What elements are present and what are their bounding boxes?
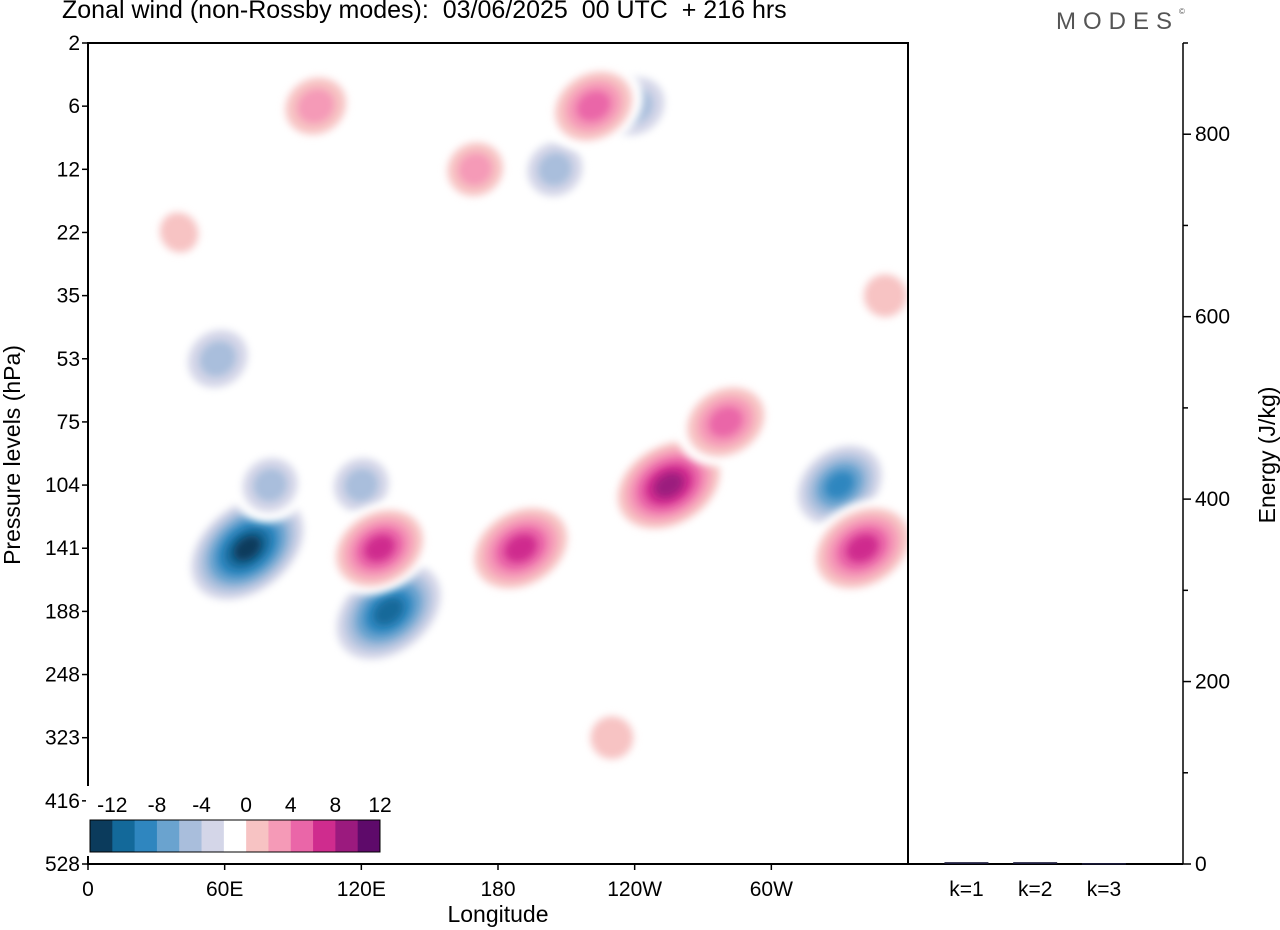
x-tick-label: 120E	[337, 878, 386, 901]
y-tick-label: 53	[57, 348, 80, 371]
energy-tick-label: 600	[1195, 306, 1230, 329]
y-tick-label: 416	[45, 790, 80, 813]
colorbar-swatch	[313, 820, 336, 852]
contour-band	[344, 468, 379, 502]
energy-category-label: k=2	[1018, 878, 1052, 901]
contour-band	[233, 535, 262, 561]
contour-band	[825, 471, 855, 499]
wind-anomaly-positive-11	[326, 501, 433, 595]
wind-anomaly-positive-12	[464, 499, 578, 598]
y-tick-label: 141	[45, 537, 80, 560]
logo-mark: ©	[1179, 7, 1185, 16]
x-tick-label: 180	[480, 878, 515, 901]
energy-tick-label: 200	[1195, 671, 1230, 694]
colorbar-swatch	[357, 820, 381, 852]
colorbar-swatch	[335, 820, 359, 852]
contour-band	[538, 152, 572, 186]
colorbar-label: -4	[192, 794, 211, 817]
y-tick-label: 323	[45, 727, 80, 750]
energy-category-label: k=3	[1087, 878, 1121, 901]
colorbar-label: 8	[330, 794, 342, 817]
wind-anomaly-negative-3	[176, 318, 260, 399]
wind-anomaly-negative-7	[232, 447, 309, 523]
energy-bar	[1013, 862, 1058, 864]
y-tick-label: 2	[68, 32, 80, 55]
y-tick-label: 188	[45, 600, 80, 623]
wind-anomaly-positive-16	[147, 199, 211, 266]
wind-anomaly-positive-9	[676, 377, 775, 466]
wind-anomaly-positive-13	[544, 62, 643, 151]
energy-bar	[944, 862, 989, 864]
wind-anomaly-positive-17	[577, 702, 647, 773]
colorbar-frame	[89, 819, 381, 853]
colorbar-label: 4	[285, 794, 297, 817]
colorbar-swatch	[223, 820, 247, 852]
heatmap-field	[147, 62, 908, 773]
contour-band	[590, 716, 634, 760]
energy-tick-label: 800	[1195, 123, 1230, 146]
wind-anomaly-positive-8	[608, 433, 730, 537]
colorbar-swatch	[246, 820, 269, 852]
contour-band	[373, 597, 404, 626]
contour-band	[458, 152, 493, 186]
colorbar-swatch	[290, 820, 314, 852]
colorbar-label: 12	[368, 794, 391, 817]
x-tick-label: 0	[82, 878, 94, 901]
y-axis-label: Pressure levels (hPa)	[0, 345, 25, 565]
contour-band	[708, 406, 743, 438]
colorbar-swatch	[90, 820, 113, 852]
contour-band	[863, 274, 907, 318]
y-tick-label: 22	[57, 221, 80, 244]
y-tick-label: 104	[45, 474, 80, 497]
y-tick-label: 6	[68, 95, 80, 118]
x-tick-label: 120W	[607, 878, 662, 901]
energy-category-label: k=1	[949, 878, 983, 901]
contour-band	[253, 468, 288, 502]
contour-band	[504, 534, 537, 563]
colorbar-label: -8	[148, 794, 167, 817]
energy-tick-label: 400	[1195, 488, 1230, 511]
contour-band	[297, 88, 335, 124]
colorbar-swatch	[134, 820, 158, 852]
wind-anomaly-positive-10	[805, 499, 908, 598]
wind-anomaly-positive-15	[436, 132, 514, 207]
contour-band	[364, 534, 395, 562]
x-tick-label: 60E	[206, 878, 243, 901]
colorbar: -12 -8 -4 0 4 8 12	[86, 786, 392, 856]
energy-bar	[1081, 863, 1126, 865]
colorbar-label: 0	[240, 794, 252, 817]
chart-title: Zonal wind (non-Rossby modes): 03/06/202…	[62, 0, 787, 24]
colorbar-swatch	[201, 820, 225, 852]
colorbar-swatch	[156, 820, 180, 852]
contour-band	[846, 534, 879, 563]
colorbar-swatch	[179, 820, 203, 852]
contour-band	[199, 340, 237, 377]
y-tick-label: 248	[45, 664, 80, 687]
contour-band	[159, 212, 199, 253]
y-tick-label: 75	[57, 411, 80, 434]
modes-logo: MODES©	[1056, 7, 1185, 36]
y-tick-label: 12	[57, 158, 80, 181]
colorbar-label: -12	[97, 794, 127, 817]
wind-anomaly-positive-18	[850, 260, 908, 331]
energy-axis-label: Energy (J/kg)	[1254, 387, 1280, 524]
y-tick-label: 35	[57, 285, 80, 308]
energy-bar-panel: 0 200 400 600 800 k=1 k=2 k=3	[907, 42, 1230, 901]
contour-band	[576, 90, 611, 122]
y-tick-label: 528	[45, 853, 80, 876]
colorbar-swatch	[112, 820, 136, 852]
wind-anomaly-positive-14	[273, 66, 358, 146]
contour-band	[654, 472, 684, 498]
energy-tick-label: 0	[1195, 853, 1207, 876]
wind-anomaly-negative-6	[516, 131, 593, 207]
colorbar-swatch	[268, 820, 292, 852]
x-axis-label: Longitude	[447, 901, 548, 927]
logo-text: MODES	[1056, 8, 1180, 35]
x-tick-label: 60W	[750, 878, 793, 901]
wind-anomaly-negative-0	[182, 489, 313, 608]
